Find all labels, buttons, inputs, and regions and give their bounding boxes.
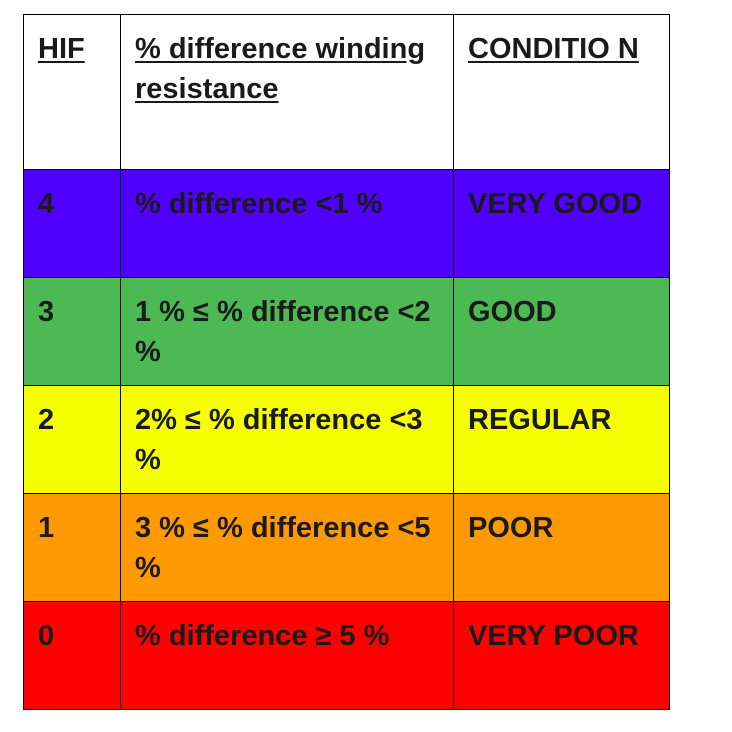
cell-condition: REGULAR [453,385,670,494]
header-hif: HIF [23,14,121,170]
header-hif-label: HIF [38,33,85,65]
hif-condition-table: HIF % difference winding resistance COND… [23,14,670,710]
cell-condition: VERY GOOD [453,169,670,278]
cell-difference: 1 % ≤ % difference <2 % [120,277,454,386]
header-difference: % difference winding resistance [120,14,454,170]
table-row-hif-4: 4 % difference <1 % VERY GOOD [23,169,670,278]
header-condition-label: CONDITIO N [468,33,639,65]
cell-condition: GOOD [453,277,670,386]
cell-condition: VERY POOR [453,601,670,710]
cell-condition: POOR [453,493,670,602]
cell-difference: % difference <1 % [120,169,454,278]
table-row-hif-1: 1 3 % ≤ % difference <5 % POOR [23,493,670,602]
cell-difference: 3 % ≤ % difference <5 % [120,493,454,602]
cell-hif: 1 [23,493,121,602]
table-row-hif-3: 3 1 % ≤ % difference <2 % GOOD [23,277,670,386]
cell-hif: 0 [23,601,121,710]
cell-difference: % difference ≥ 5 % [120,601,454,710]
cell-hif: 4 [23,169,121,278]
table-row-hif-2: 2 2% ≤ % difference <3 % REGULAR [23,385,670,494]
header-condition: CONDITIO N [453,14,670,170]
cell-difference: 2% ≤ % difference <3 % [120,385,454,494]
table-row-hif-0: 0 % difference ≥ 5 % VERY POOR [23,601,670,710]
header-row: HIF % difference winding resistance COND… [23,14,670,170]
cell-hif: 2 [23,385,121,494]
cell-hif: 3 [23,277,121,386]
header-difference-label: % difference winding resistance [135,33,426,105]
